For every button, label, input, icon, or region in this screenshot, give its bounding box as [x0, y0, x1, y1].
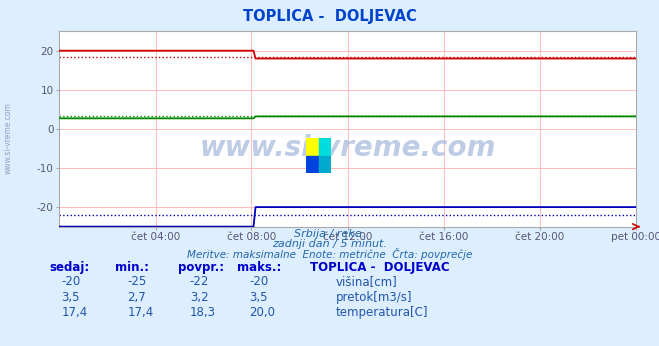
Text: min.:: min.:: [115, 261, 150, 274]
Text: povpr.:: povpr.:: [178, 261, 224, 274]
Text: pretok[m3/s]: pretok[m3/s]: [336, 291, 413, 304]
Text: -25: -25: [127, 275, 146, 288]
Bar: [306, 156, 319, 173]
Text: sedaj:: sedaj:: [49, 261, 90, 274]
Text: TOPLICA -  DOLJEVAC: TOPLICA - DOLJEVAC: [243, 9, 416, 24]
Text: zadnji dan / 5 minut.: zadnji dan / 5 minut.: [272, 239, 387, 249]
Text: temperatura[C]: temperatura[C]: [336, 306, 428, 319]
Text: www.si-vreme.com: www.si-vreme.com: [200, 135, 496, 162]
Text: višina[cm]: višina[cm]: [336, 275, 398, 288]
Text: 20,0: 20,0: [249, 306, 275, 319]
Text: 17,4: 17,4: [61, 306, 88, 319]
Text: -22: -22: [190, 275, 209, 288]
Bar: [306, 138, 319, 156]
Text: -20: -20: [249, 275, 268, 288]
Text: www.si-vreme.com: www.si-vreme.com: [4, 102, 13, 174]
Text: Srbija / reke.: Srbija / reke.: [294, 229, 365, 239]
Text: TOPLICA -  DOLJEVAC: TOPLICA - DOLJEVAC: [310, 261, 449, 274]
Text: 3,5: 3,5: [61, 291, 80, 304]
Text: -20: -20: [61, 275, 80, 288]
Text: 17,4: 17,4: [127, 306, 154, 319]
Text: 3,2: 3,2: [190, 291, 208, 304]
Text: maks.:: maks.:: [237, 261, 281, 274]
Text: 18,3: 18,3: [190, 306, 215, 319]
Text: Meritve: maksimalne  Enote: metrične  Črta: povprečje: Meritve: maksimalne Enote: metrične Črta…: [186, 248, 473, 261]
Bar: [319, 138, 331, 156]
Text: 3,5: 3,5: [249, 291, 268, 304]
Text: 2,7: 2,7: [127, 291, 146, 304]
Bar: [319, 156, 331, 173]
